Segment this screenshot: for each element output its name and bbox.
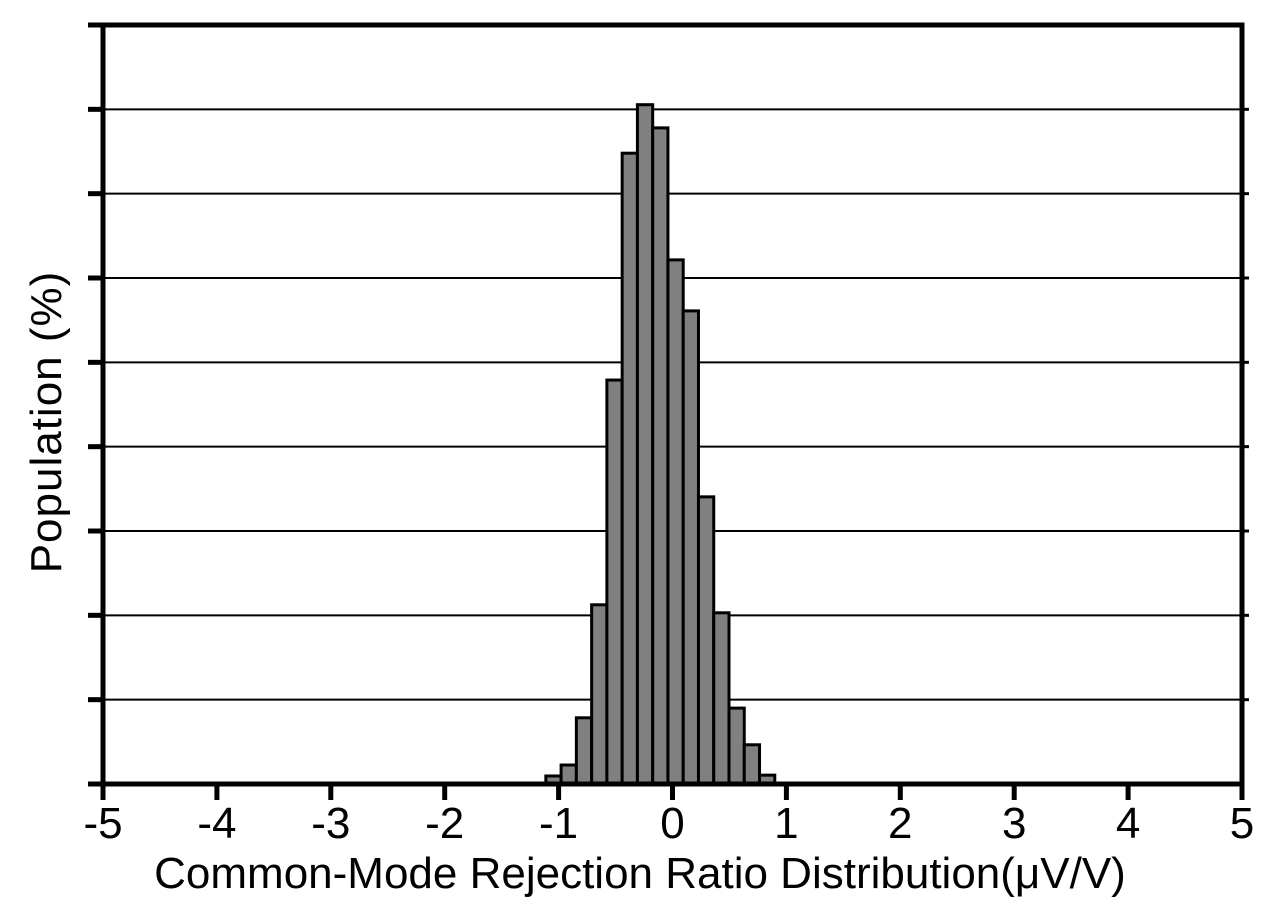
x-tick-label: 5	[1230, 799, 1254, 848]
x-axis-title: Common-Mode Rejection Ratio Distribution…	[154, 849, 1126, 898]
histogram-bar	[681, 309, 700, 786]
histogram-bar	[605, 378, 624, 786]
x-tick-label: 3	[1002, 799, 1026, 848]
histogram-bar	[635, 103, 655, 786]
x-tick-label: -4	[197, 799, 236, 848]
x-tick-label: 4	[1116, 799, 1140, 848]
histogram-bar	[559, 763, 578, 786]
histogram-bar	[666, 258, 685, 786]
x-tick-label: 0	[660, 799, 684, 848]
x-tick-label: -5	[83, 799, 122, 848]
histogram-bar	[712, 611, 731, 786]
histogram-bar	[727, 706, 746, 786]
histogram-bar	[620, 151, 639, 786]
histogram-bar	[696, 495, 716, 786]
histogram-bar	[590, 603, 609, 786]
histogram-bar	[574, 716, 594, 786]
x-tick-label: -2	[425, 799, 464, 848]
x-tick-label: 2	[888, 799, 912, 848]
histogram-bar	[742, 743, 762, 786]
x-tick-label: -1	[539, 799, 578, 848]
x-tick-label: 1	[774, 799, 798, 848]
y-axis-title: Population (%)	[22, 270, 71, 574]
x-tick-label: -3	[311, 799, 350, 848]
histogram-bar	[651, 126, 670, 786]
